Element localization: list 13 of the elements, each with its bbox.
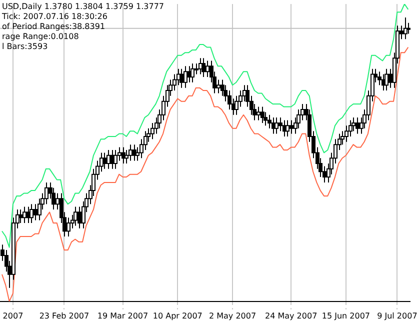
x-tick-label: 2 May 2007 — [208, 311, 256, 320]
x-tick-label: 23 Feb 2007 — [39, 311, 90, 320]
x-tick-label: 19 Mar 2007 — [97, 311, 148, 320]
annotation: l Bars:3593 — [2, 42, 49, 52]
annotation: of Period Ranges:38.8391 — [2, 22, 106, 32]
x-tick-label: 10 Apr 2007 — [152, 311, 202, 320]
x-tick-label: 2007 — [2, 311, 24, 320]
chart-title: USD,Daily 1.3780 1.3804 1.3759 1.3777 — [2, 2, 164, 12]
x-tick-label: 24 May 2007 — [264, 311, 318, 320]
annotation: Tick: 2007.07.16 18:30:26 — [2, 12, 108, 22]
annotation: rage Range:0.0108 — [2, 32, 80, 42]
x-tick-label: 9 Jul 2007 — [377, 311, 418, 320]
x-tick-label: 15 Jun 2007 — [322, 311, 370, 320]
